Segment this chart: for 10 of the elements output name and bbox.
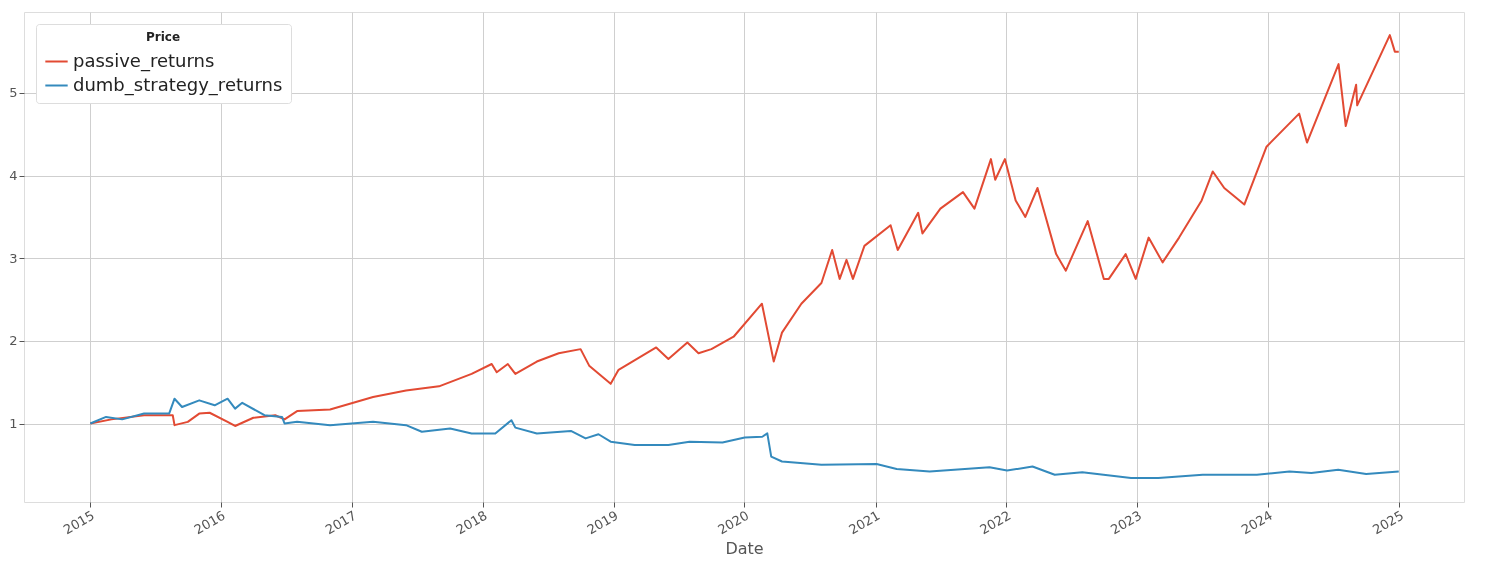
legend-title: Price bbox=[145, 30, 181, 44]
y-tick-label: 5 bbox=[9, 85, 18, 101]
y-tick-label: 2 bbox=[9, 333, 18, 349]
legend-label: passive_returns bbox=[73, 49, 215, 72]
y-tick-label: 3 bbox=[9, 250, 18, 266]
y-tick-label: 1 bbox=[9, 416, 18, 431]
x-axis-title: Date bbox=[725, 539, 764, 559]
legend-label: dumb_strategy_returns bbox=[73, 73, 283, 96]
y-tick-label: 4 bbox=[9, 168, 18, 184]
line-series bbox=[89, 397, 1400, 480]
